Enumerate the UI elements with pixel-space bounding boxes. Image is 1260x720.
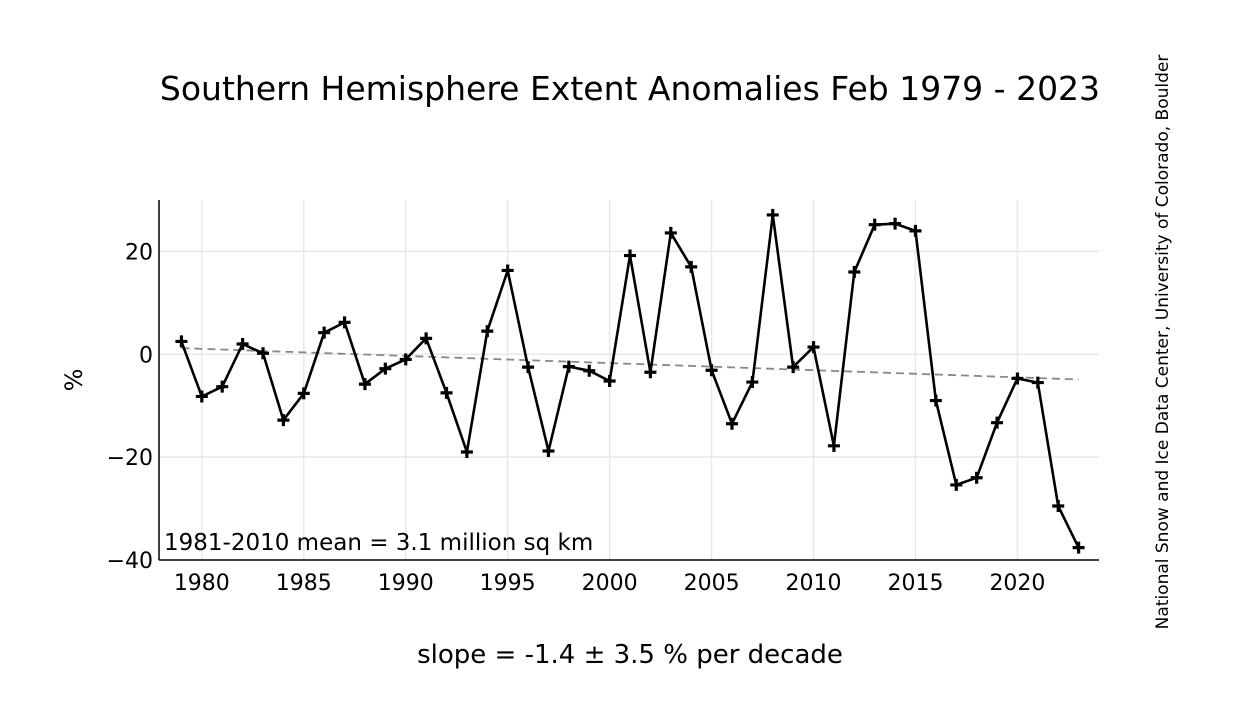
data-point-marker [746, 376, 759, 389]
data-point-marker [522, 361, 535, 374]
data-point-marker [603, 375, 616, 388]
data-point-marker [297, 387, 310, 400]
y-tick-label: 0 [139, 343, 153, 368]
data-point-marker [644, 366, 657, 379]
data-point-marker [889, 217, 902, 230]
x-tick-label: 2010 [786, 571, 842, 596]
data-point-marker [481, 325, 494, 338]
data-point-marker [318, 326, 331, 339]
data-point-marker [236, 338, 249, 350]
data-point-marker [1031, 376, 1044, 389]
data-series-layer [175, 208, 1085, 554]
data-point-marker [175, 335, 188, 348]
data-point-marker [460, 446, 473, 458]
data-point-marker [991, 416, 1004, 429]
mean-annotation: 1981-2010 mean = 3.1 million sq km [164, 530, 593, 556]
series-line [180, 213, 1080, 549]
data-point-marker [583, 364, 596, 377]
axes [158, 200, 1099, 561]
trend-line-layer [181, 347, 1079, 381]
x-tick-label: 2005 [684, 571, 740, 596]
data-point-marker [705, 364, 718, 377]
data-point-marker [685, 260, 698, 273]
y-tick-label: 20 [125, 240, 153, 265]
data-point-marker [1011, 372, 1024, 385]
data-point-marker [848, 266, 861, 278]
tick-labels: 1980 1985 1990 1995 2000 2005 2010 2015 2020 −40 −… [107, 240, 1046, 596]
x-tick-label: 2015 [887, 571, 943, 596]
data-point-marker [970, 471, 983, 484]
data-point-marker [379, 362, 392, 375]
data-point-marker [440, 386, 453, 399]
trend-line [181, 347, 1079, 381]
data-point-marker [216, 380, 229, 393]
data-point-marker [501, 264, 514, 277]
data-point-marker [277, 414, 290, 427]
x-tick-label: 2000 [582, 571, 638, 596]
credit-text: National Snow and Ice Data Center, Unive… [1153, 55, 1173, 630]
data-point-marker [664, 226, 677, 239]
data-point-marker [338, 316, 351, 329]
data-point-marker [195, 390, 208, 403]
chart-title: Southern Hemisphere Extent Anomalies Feb… [160, 69, 1100, 108]
x-tick-label: 1990 [378, 571, 434, 596]
data-point-marker [909, 224, 922, 237]
y-tick-label: −20 [107, 446, 153, 471]
data-point-marker [787, 361, 800, 374]
data-point-marker [1072, 541, 1085, 554]
data-point-marker [1052, 500, 1065, 512]
data-point-marker [542, 444, 555, 457]
data-point-marker [562, 360, 575, 373]
data-point-marker [827, 439, 840, 452]
data-point-marker [868, 218, 881, 231]
data-point-marker [358, 378, 371, 391]
y-axis-label: % [60, 369, 88, 392]
slope-footer: slope = -1.4 ± 3.5 % per decade [417, 640, 843, 670]
data-point-marker [766, 208, 779, 221]
data-point-marker [420, 332, 433, 345]
x-tick-label: 1980 [174, 571, 230, 596]
data-point-marker [256, 347, 269, 360]
data-point-marker [929, 394, 942, 407]
data-point-marker [807, 341, 820, 354]
x-tick-label: 2020 [989, 571, 1045, 596]
y-tick-label: −40 [107, 549, 153, 574]
data-point-marker [725, 417, 738, 430]
x-tick-label: 1985 [276, 571, 332, 596]
x-tick-label: 1995 [480, 571, 536, 596]
data-point-marker [950, 478, 963, 491]
data-point-marker [399, 353, 412, 366]
data-point-marker [624, 249, 637, 262]
